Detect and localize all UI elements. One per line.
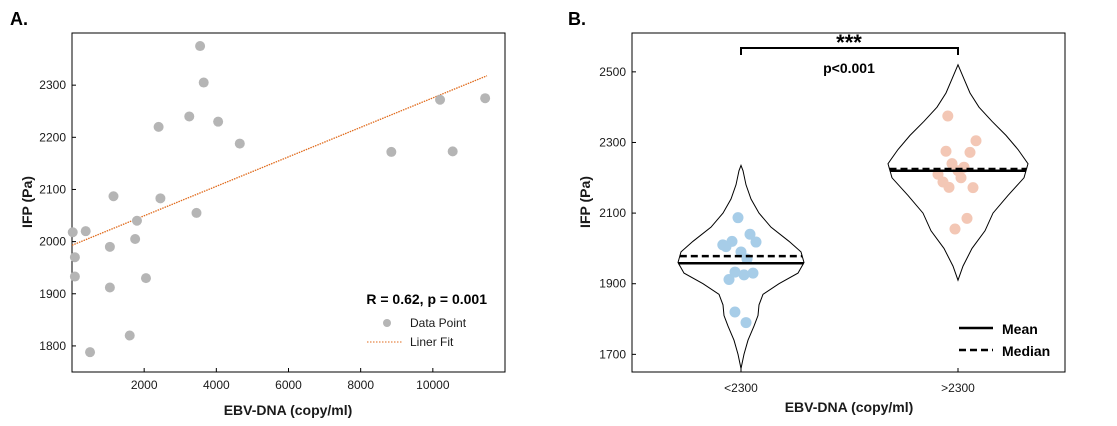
panel-b-x-axis-label: EBV-DNA (copy/ml) (785, 399, 914, 415)
data-point (964, 146, 976, 158)
y-tick-label: 2100 (599, 206, 626, 220)
data-point (213, 116, 224, 127)
data-point (80, 226, 91, 237)
legend-fit-line-label: Liner Fit (410, 335, 454, 349)
panel-b: B. 1700 1900 2100 2300 2500 <2300 >2300 *** p… (568, 9, 1066, 415)
data-point (740, 317, 752, 329)
panel-b-y-ticks: 1700 1900 2100 2300 2500 (599, 65, 636, 361)
y-tick-label: 1900 (39, 287, 66, 301)
panel-a-y-ticks: 1800 1900 2000 2100 2200 2300 (39, 78, 76, 353)
violin-outline (887, 63, 1029, 282)
data-point (961, 212, 973, 224)
y-tick-label: 2300 (599, 135, 626, 149)
data-point (942, 110, 954, 122)
significance-stars: *** (836, 30, 862, 55)
data-point (108, 191, 119, 202)
y-tick-label: 2100 (39, 182, 66, 196)
panel-b-mean-median-lines (678, 167, 1027, 265)
data-point (124, 330, 135, 341)
data-point (104, 241, 115, 252)
x-tick-label: >2300 (941, 381, 975, 395)
data-point (386, 146, 397, 157)
legend-median-label: Median (1002, 343, 1050, 359)
panel-b-violins (677, 63, 1029, 369)
panel-b-label: B. (568, 9, 586, 29)
data-point (131, 215, 142, 226)
data-point (435, 94, 446, 105)
x-tick-label: <2300 (724, 381, 758, 395)
data-point (153, 121, 164, 132)
panel-a-correlation-annotation: R = 0.62, p = 0.001 (366, 291, 487, 307)
panel-b-data-points (717, 110, 982, 329)
data-point (480, 93, 491, 104)
data-point (940, 145, 952, 157)
data-point (198, 77, 209, 88)
data-point (155, 193, 166, 204)
data-point (234, 138, 245, 149)
panel-a: A. 2000 4000 6000 8000 10000 1800 1900 2000 210… (10, 9, 506, 418)
data-point (717, 239, 729, 251)
panel-b-x-ticks: <2300 >2300 (724, 368, 975, 395)
data-point (140, 273, 151, 284)
y-tick-label: 2200 (39, 130, 66, 144)
panel-a-legend: Data Point Liner Fit (367, 316, 467, 349)
data-point (943, 181, 955, 193)
data-point (85, 347, 96, 358)
data-point (738, 269, 750, 281)
panel-b-significance: *** p<0.001 (740, 30, 959, 76)
data-point (184, 111, 195, 122)
data-point (726, 235, 738, 247)
y-tick-label: 1900 (599, 277, 626, 291)
x-tick-label: 8000 (347, 378, 374, 392)
data-point (967, 182, 979, 194)
x-tick-label: 2000 (131, 378, 158, 392)
legend-data-point-label: Data Point (410, 316, 467, 330)
y-tick-label: 1700 (599, 347, 626, 361)
x-tick-label: 4000 (203, 378, 230, 392)
panel-b-axes-box (631, 32, 1066, 373)
data-point (130, 234, 141, 245)
data-point (729, 306, 741, 318)
data-point (747, 267, 759, 279)
data-point (729, 266, 741, 278)
panel-a-x-ticks: 2000 4000 6000 8000 10000 (131, 368, 450, 392)
y-tick-label: 1800 (39, 339, 66, 353)
data-point (104, 282, 115, 293)
panel-b-y-axis-label: IFP (Pa) (577, 176, 593, 228)
data-point (447, 146, 458, 157)
data-point (191, 207, 202, 218)
data-point (732, 212, 744, 224)
panel-a-y-axis-label: IFP (Pa) (19, 176, 35, 228)
data-point (949, 223, 961, 235)
panel-a-x-axis-label: EBV-DNA (copy/ml) (224, 402, 353, 418)
data-point (69, 271, 80, 282)
data-point (955, 172, 967, 184)
data-point (67, 227, 78, 238)
data-point (970, 135, 982, 147)
y-tick-label: 2500 (599, 65, 626, 79)
significance-bracket (740, 47, 959, 55)
data-point (750, 236, 762, 248)
p-value-text: p<0.001 (823, 60, 875, 76)
data-point (69, 252, 80, 263)
data-point (195, 41, 206, 52)
panel-a-data-points (67, 41, 491, 358)
panel-a-label: A. (10, 9, 28, 29)
legend-data-point-marker (383, 319, 391, 327)
violin-outline (677, 163, 805, 369)
legend-mean-label: Mean (1002, 321, 1038, 337)
data-point (744, 228, 756, 240)
panel-a-fit-line (71, 75, 488, 246)
x-tick-label: 6000 (275, 378, 302, 392)
data-point (735, 246, 747, 258)
y-tick-label: 2000 (39, 235, 66, 249)
fit-line (71, 75, 488, 246)
panel-b-legend: Mean Median (959, 321, 1050, 359)
data-point (723, 273, 735, 285)
y-tick-label: 2300 (39, 78, 66, 92)
x-tick-label: 10000 (416, 378, 450, 392)
